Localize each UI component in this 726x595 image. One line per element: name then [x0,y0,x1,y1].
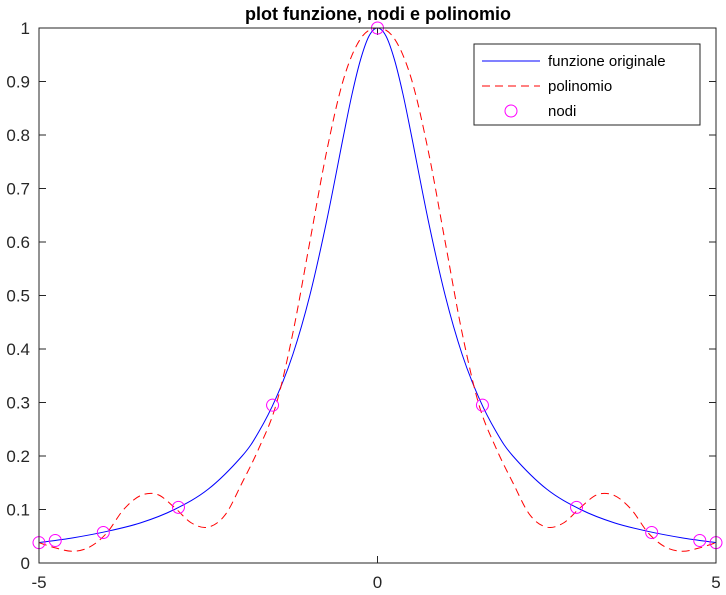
y-tick-label: 0.1 [6,501,30,520]
x-tick-label: -5 [31,573,46,592]
legend-label-nodi: nodi [548,103,576,120]
y-tick-label: 0.9 [6,73,30,92]
legend: funzione originale polinomio nodi [473,43,701,126]
y-tick-label: 0.3 [6,394,30,413]
node-marker-4 [266,398,280,412]
chart-title: plot funzione, nodi e polinomio [245,4,511,24]
node-marker-1 [48,534,62,548]
node-marker-6 [475,398,489,412]
plot-area-frame [38,27,717,564]
node-marker-3 [171,500,185,514]
y-tick-label: 0.8 [6,126,30,145]
y-tick-label: 0.4 [6,340,30,359]
y-tick-label: 0.2 [6,447,30,466]
node-marker-8 [645,526,659,540]
y-tick-label: 0.6 [6,233,30,252]
y-tick-label: 0.7 [6,180,30,199]
legend-box [473,43,701,126]
y-tick-label: 0.5 [6,287,30,306]
y-tick-label: 0 [21,554,30,573]
x-tick-label: 0 [373,573,382,592]
node-marker-9 [693,534,707,548]
tick-layer: -5 0 500.10.20.30.40.50.60.70.80.91 [6,19,720,592]
legend-label-polinomio: polinomio [548,78,612,95]
node-marker-7 [570,500,584,514]
y-tick-label: 1 [21,19,30,38]
legend-swatch-nodi [504,104,518,118]
node-marker-2 [96,526,110,540]
legend-label-funzione-originale: funzione originale [548,53,666,70]
x-tick-label: 5 [711,573,720,592]
